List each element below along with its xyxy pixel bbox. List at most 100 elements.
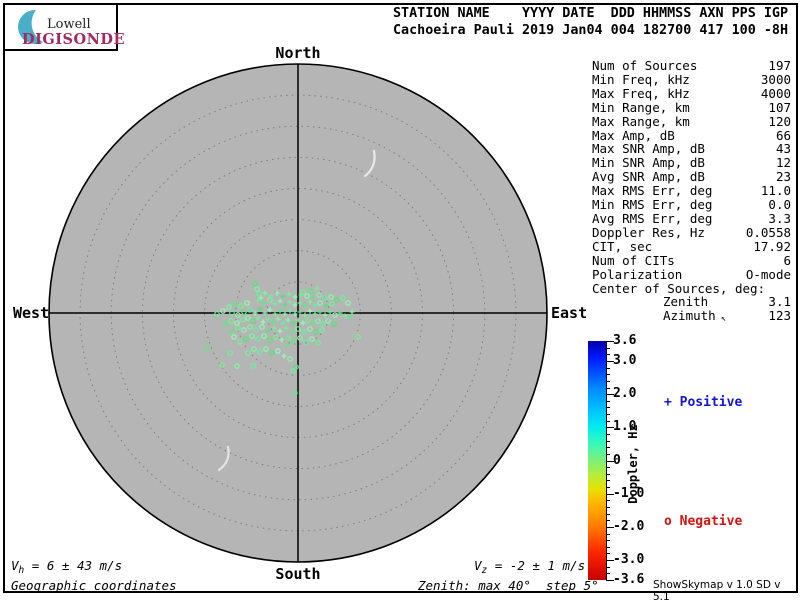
negative-doppler-point [238,303,244,309]
stat-row: Doppler Res, Hz 0.0558 [592,224,791,240]
stats-panel: Num of Sources 197 Min Freq, kHz 3000 Max Fr… [592,59,791,326]
stat-row: Avg RMS Err, deg 3.3 [592,212,791,226]
stat-label: Num of CITs [592,252,675,268]
colorbar-tick-label: 0 [613,452,621,468]
stat-value: 120 [768,113,791,129]
positive-doppler-point [277,298,283,304]
colorbar-minor-tick [606,354,610,356]
negative-doppler-point [214,311,220,317]
positive-doppler-point [290,320,296,326]
negative-doppler-point [332,312,338,318]
doppler-source-points [204,281,361,396]
negative-doppler-point [250,363,256,369]
colorbar-tick-label: -3.6 [613,571,645,587]
negative-doppler-point [250,318,256,324]
negative-doppler-point [275,348,281,354]
stat-value: 17.92 [753,238,791,254]
negative-doppler-point [307,326,313,332]
version-label: ShowSkymap v 1.0 SD v 5.1 [653,579,781,600]
stat-row: Num of CITs 6 [592,252,791,268]
positive-doppler-point [272,311,278,317]
negative-doppler-point [251,346,257,352]
colorbar-minor-tick [606,480,610,482]
colorbar-major-tick [606,341,614,342]
positive-doppler-point [312,302,318,308]
stat-row: Min SNR Amp, dB 12 [592,156,791,170]
negative-doppler-point [269,350,275,356]
lowell-digisonde-logo: Lowell DIGISONDE [5,5,125,51]
negative-doppler-point [229,329,235,335]
colorbar-minor-tick [606,374,610,376]
header-column-titles: STATION NAME YYYY DATE DDD HHMMSS AXN PP… [393,6,789,21]
positive-doppler-point [274,290,280,296]
negative-doppler-point [247,324,253,330]
negative-doppler-point [235,312,241,318]
negative-doppler-point [223,321,229,327]
negative-doppler-point [241,327,247,333]
colorbar-major-tick [606,427,614,429]
compass-label-south: South [275,565,321,583]
vh-subscript: h [18,565,25,576]
negative-doppler-point [305,317,311,323]
faint-arc-mark-sw [217,445,230,472]
positive-doppler-point [302,303,308,309]
stat-value: 0.0558 [745,224,791,240]
negative-doppler-point [309,336,315,342]
stat-label: Azimuth ↖ [663,308,727,325]
stat-row: Max Freq, kHz 4000 [592,85,791,101]
colorbar-minor-tick [606,440,610,442]
positive-doppler-point [255,297,261,303]
negative-doppler-point [247,307,253,313]
colorbar-minor-tick [606,533,610,535]
positive-doppler-point [317,309,323,315]
stat-value: 3.1 [768,294,791,310]
header-station-values: Cachoeira Pauli 2019 Jan04 004 182700 41… [393,23,789,38]
negative-doppler-point [252,281,258,287]
stat-value: 197 [768,58,791,73]
colorbar-axis-label: Doppler, Hz [626,424,640,504]
stat-label: Max Freq, kHz [592,85,690,101]
colorbar-minor-tick [606,367,610,369]
positive-doppler-point [280,293,286,299]
negative-doppler-point [315,340,321,346]
positive-doppler-point [281,353,287,359]
skymap-plot [48,63,548,563]
stat-value: 4000 [760,85,791,101]
positive-doppler-point [297,309,303,315]
colorbar-major-tick [606,526,614,528]
stat-label: Max SNR Amp, dB [592,141,705,157]
colorbar-minor-tick [606,387,610,389]
negative-doppler-point [308,288,314,294]
negative-doppler-point [322,295,328,301]
logo-text-digisonde: DIGISONDE [22,31,126,48]
positive-doppler-point [286,291,292,297]
stat-label: Avg RMS Err, deg [592,210,713,226]
colorbar-minor-tick [606,546,610,548]
stat-label: Avg SNR Amp, dB [592,169,705,185]
negative-doppler-point [319,327,325,333]
stat-row: Num of Sources 197 [592,59,791,73]
positive-doppler-point [277,308,283,314]
colorbar-major-tick [606,493,614,495]
stat-row: CIT, sec 17.92 [592,238,791,254]
positive-doppler-point [283,325,289,331]
colorbar-minor-tick [606,513,610,515]
negative-doppler-point [291,338,297,344]
positive-doppler-point [292,294,298,300]
zenith-range-note: Zenith: max 40° step 5° [418,578,599,593]
colorbar-minor-tick [606,380,610,382]
positive-doppler-point [255,315,261,321]
positive-doppler-point [307,308,313,314]
window-frame-border [3,3,798,593]
negative-doppler-point [297,335,303,341]
colorbar-tick-label: -3.0 [613,551,645,567]
positive-doppler-point [300,320,306,326]
stat-value: 3000 [760,71,791,87]
positive-doppler-point [323,303,329,309]
positive-doppler-point [307,299,313,305]
negative-doppler-point [234,320,240,326]
positive-doppler-point [275,316,281,322]
stat-label: Zenith [663,294,709,310]
colorbar-minor-tick [606,407,610,409]
